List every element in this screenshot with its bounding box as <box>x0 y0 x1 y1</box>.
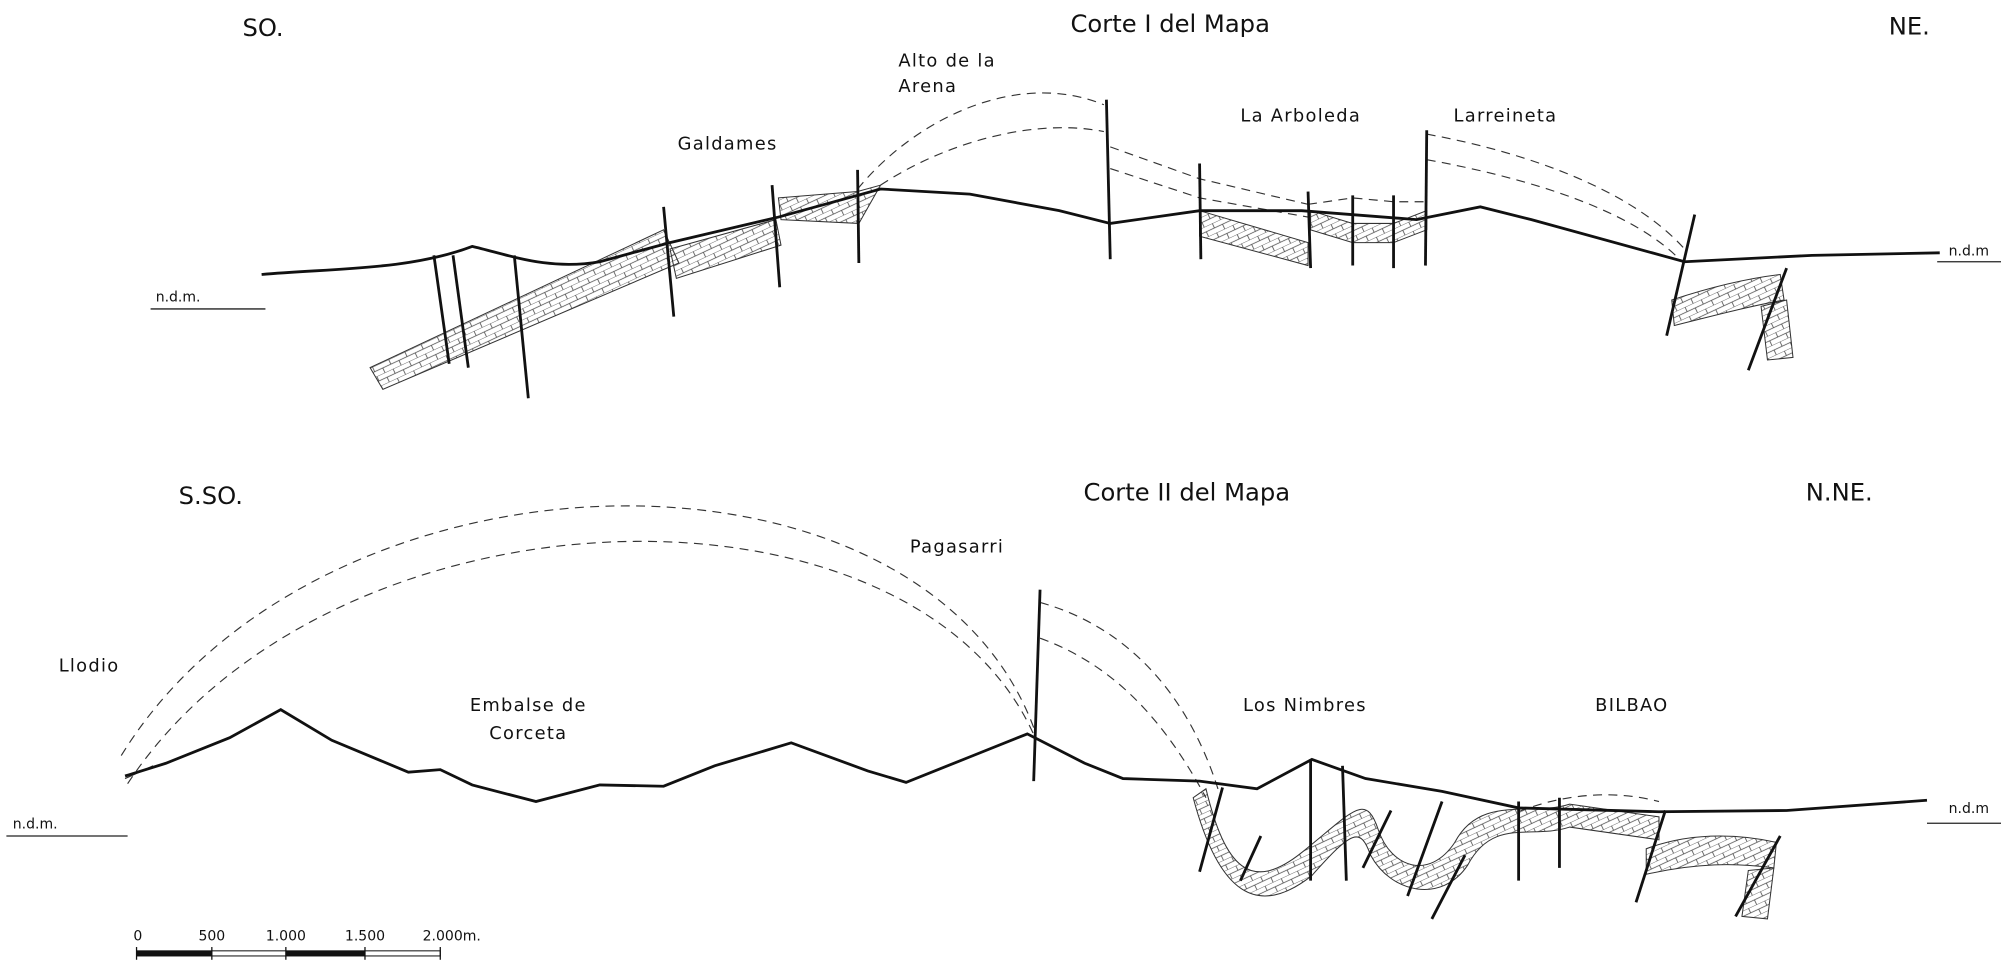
place-label: La Arboleda <box>1240 105 1361 126</box>
scale-label: 1.000 <box>266 929 306 945</box>
place-label: Pagasarri <box>910 537 1004 558</box>
section-title: Corte II del Mapa <box>1084 477 1291 506</box>
eroded-layer <box>1039 637 1207 798</box>
place-label: Galdames <box>678 133 778 154</box>
section-2: S.SO. Corte II del Mapa N.NE. Pagasarri … <box>6 477 2001 920</box>
eroded-layer <box>857 92 1105 190</box>
faults <box>1032 589 1782 920</box>
faults <box>432 99 1788 399</box>
eroded-layer <box>1039 601 1220 792</box>
orientation-left: SO. <box>242 13 283 42</box>
orientation-right: N.NE. <box>1806 477 1873 506</box>
orientation-right: NE. <box>1889 12 1930 41</box>
section-1: SO. Corte I del Mapa NE. Alto de la Aren… <box>150 9 2001 399</box>
eroded-layer <box>1307 197 1427 205</box>
place-label: Corceta <box>489 723 567 744</box>
topography <box>261 187 1940 276</box>
place-label: Larreineta <box>1454 105 1558 126</box>
scale-label: 2.000m. <box>423 929 481 945</box>
eroded-layer <box>127 540 1037 784</box>
datum-label: n.d.m <box>1949 801 1989 817</box>
strata <box>669 218 782 279</box>
eroded-layer <box>1110 146 1309 205</box>
place-label: Embalse de <box>470 695 587 716</box>
eroded-layer <box>1426 133 1685 250</box>
strata <box>1645 835 1777 875</box>
place-label: BILBAO <box>1595 695 1668 716</box>
eroded-layer <box>1518 794 1660 813</box>
eroded-layer <box>880 127 1104 186</box>
orientation-left: S.SO. <box>179 481 243 510</box>
eroded-layer <box>120 505 1035 756</box>
strata <box>1671 273 1785 327</box>
datum-label: n.d.m. <box>156 289 201 305</box>
strata <box>1199 209 1309 267</box>
datum-label: n.d.m <box>1949 243 1989 259</box>
eroded-layer <box>1426 159 1683 263</box>
scale-label: 500 <box>198 929 225 945</box>
place-label: Arena <box>898 76 957 97</box>
datum-label: n.d.m. <box>13 816 58 832</box>
place-label: Llodio <box>59 655 120 676</box>
strata <box>1760 299 1794 361</box>
place-label: Los Nimbres <box>1243 695 1367 716</box>
scale-label: 1.500 <box>345 929 385 945</box>
place-label: Alto de la <box>898 50 995 71</box>
scale-bar: 0 500 1.000 1.500 2.000m. <box>133 929 481 960</box>
section-title: Corte I del Mapa <box>1071 9 1270 38</box>
scale-label: 0 <box>133 929 142 945</box>
topography <box>124 708 1928 814</box>
